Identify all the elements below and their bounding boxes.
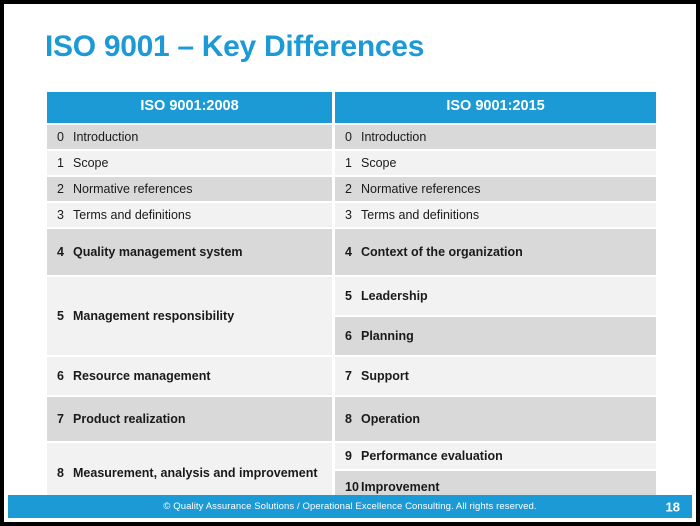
clause-title: Resource management (73, 368, 211, 383)
clause-number: 8 (345, 411, 352, 426)
table-row: 3 Terms and definitions (335, 202, 656, 227)
clause-title: Support (361, 368, 409, 383)
column-header-iso-2008: ISO 9001:2008 (47, 92, 332, 123)
table-header-row: ISO 9001:2008 ISO 9001:2015 (47, 92, 656, 123)
table-row: 6 Resource management (47, 356, 332, 395)
clause-number: 1 (57, 155, 64, 170)
clause-title: Terms and definitions (361, 207, 480, 222)
table-row: 3 Terms and definitions (47, 202, 332, 227)
clause-number: 3 (345, 207, 352, 222)
clause-title: Scope (361, 155, 397, 170)
clause-number: 6 (345, 328, 352, 343)
table-row: 6 Planning (335, 316, 656, 355)
clause-title: Introduction (73, 129, 139, 144)
clause-number: 5 (57, 308, 64, 323)
table-row: 7 Product realization (47, 396, 332, 441)
table-row: 5 Leadership (335, 276, 656, 315)
clause-title: Scope (73, 155, 109, 170)
table-row: 4 Context of the organization (335, 228, 656, 275)
clause-number: 4 (57, 244, 64, 259)
table-row: 0 Introduction (335, 124, 656, 149)
clause-title: Terms and definitions (73, 207, 192, 222)
clause-title: Management responsibility (73, 308, 235, 323)
clause-title: Operation (361, 411, 421, 426)
table-row: 8 Operation (335, 396, 656, 441)
clause-title: Quality management system (73, 244, 243, 259)
clause-title: Product realization (73, 411, 186, 426)
clause-title: Introduction (361, 129, 427, 144)
footer-page-number: 18 (665, 499, 680, 514)
column-iso-2015: 0 Introduction 1 Scope 2 Normative references… (335, 124, 656, 503)
clause-number: 8 (57, 465, 64, 480)
table-row: 2 Normative references (47, 176, 332, 201)
clause-title: Improvement (361, 479, 440, 494)
clause-number: 6 (57, 368, 64, 383)
footer-bar: © Quality Assurance Solutions / Operatio… (8, 495, 692, 518)
clause-number: 0 (57, 129, 64, 144)
table-row: 1 Scope (47, 150, 332, 175)
comparison-table: ISO 9001:2008 ISO 9001:2015 0 Introductio… (47, 92, 656, 503)
clause-number: 10 (345, 479, 359, 494)
clause-title: Normative references (73, 181, 193, 196)
clause-number: 3 (57, 207, 64, 222)
clause-number: 9 (345, 448, 352, 463)
table-body: 0 Introduction 1 Scope 2 Normative references… (47, 124, 656, 503)
column-iso-2008: 0 Introduction 1 Scope 2 Normative references… (47, 124, 332, 503)
table-row: 8 Measurement, analysis and improvement (47, 442, 332, 503)
clause-number: 1 (345, 155, 352, 170)
clause-title: Normative references (361, 181, 481, 196)
page-title: ISO 9001 – Key Differences (45, 30, 425, 63)
clause-title: Performance evaluation (361, 448, 503, 463)
clause-title: Context of the organization (361, 244, 523, 259)
table-row: 4 Quality management system (47, 228, 332, 275)
table-row: 1 Scope (335, 150, 656, 175)
clause-number: 4 (345, 244, 352, 259)
clause-number: 2 (57, 181, 64, 196)
clause-number: 2 (345, 181, 352, 196)
footer-copyright: © Quality Assurance Solutions / Operatio… (163, 501, 537, 512)
table-row: 7 Support (335, 356, 656, 395)
clause-number: 7 (345, 368, 352, 383)
table-row: 0 Introduction (47, 124, 332, 149)
clause-number: 5 (345, 288, 352, 303)
table-row: 9 Performance evaluation (335, 442, 656, 469)
clause-title: Measurement, analysis and improvement (73, 465, 318, 480)
clause-number: 7 (57, 411, 64, 426)
table-row: 2 Normative references (335, 176, 656, 201)
clause-title: Planning (361, 328, 414, 343)
table-row: 5 Management responsibility (47, 276, 332, 355)
clause-number: 0 (345, 129, 352, 144)
column-header-iso-2015: ISO 9001:2015 (335, 92, 656, 123)
clause-title: Leadership (361, 288, 428, 303)
